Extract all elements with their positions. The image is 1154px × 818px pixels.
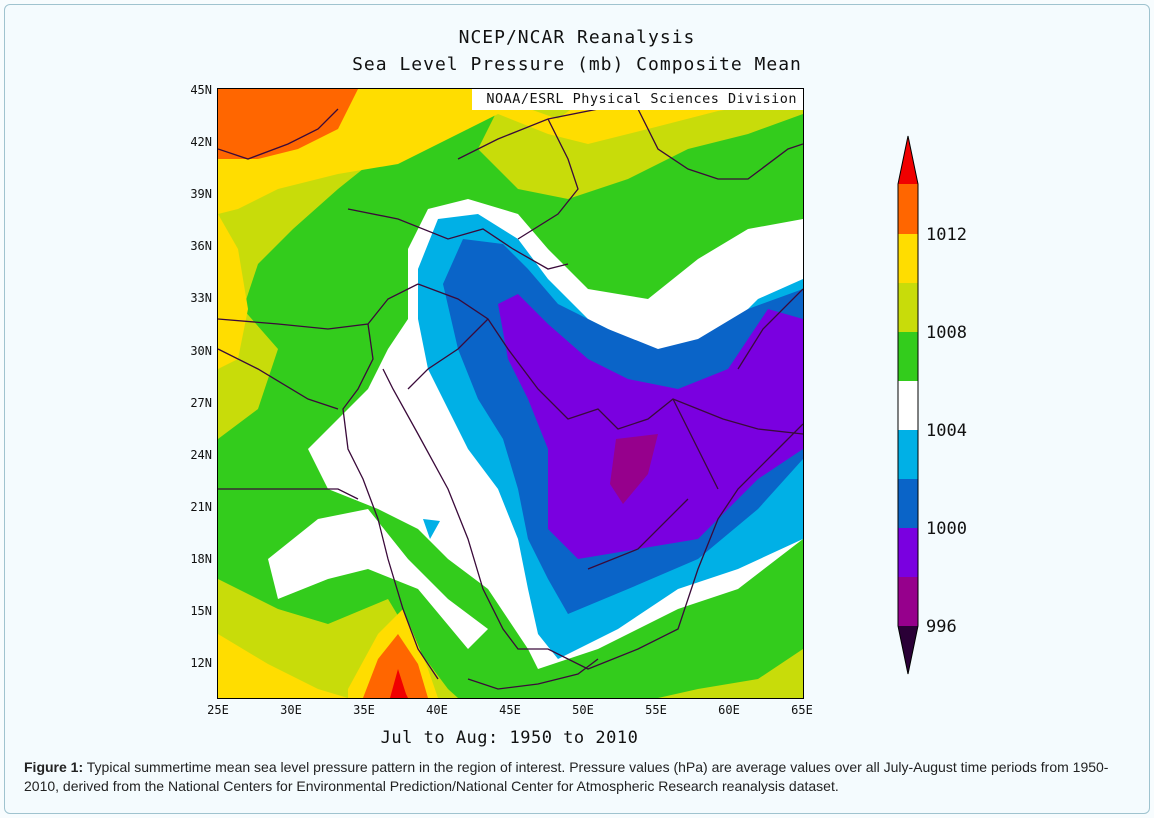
colorbar-label-1000: 1000 [926, 519, 967, 539]
colorbar [897, 135, 919, 675]
zone-1008-1010-east [658, 649, 803, 698]
colorbar-1006-1008 [898, 332, 918, 381]
lat-label-18n: 18N [190, 552, 212, 566]
colorbar-label-1012: 1012 [926, 225, 967, 245]
colorbar-1004-1006 [898, 381, 918, 430]
zone-1010-1012-south [218, 634, 348, 698]
lat-label-33n: 33N [190, 291, 212, 305]
zone-1010-1012-west [218, 214, 248, 369]
caption-text: Typical summertime mean sea level pressu… [24, 759, 1109, 794]
lon-label-50e: 50E [572, 703, 594, 717]
zone-1012-1014-north [218, 89, 358, 159]
map-credit: NOAA/ESRL Physical Sciences Division [472, 89, 803, 110]
colorbar-1012-1014 [898, 184, 918, 234]
zone-1010-1012-north [218, 89, 803, 214]
zone-996-998 [610, 434, 658, 504]
colorbar-under-triangle [898, 626, 918, 674]
zone-1012-1014-south [363, 634, 428, 698]
lat-label-42n: 42N [190, 135, 212, 149]
colorbar-label-1008: 1008 [926, 323, 967, 343]
colorbar-998-1000 [898, 528, 918, 577]
chart-title: NCEP/NCAR Reanalysis [458, 27, 696, 48]
lon-label-40e: 40E [426, 703, 448, 717]
lon-label-65e: 65E [791, 703, 813, 717]
lon-label-55e: 55E [645, 703, 667, 717]
lon-label-25e: 25E [207, 703, 229, 717]
zone-998-1000 [498, 294, 803, 559]
lat-label-12n: 12N [190, 656, 212, 670]
lat-label-30n: 30N [190, 344, 212, 358]
zone-over-1014 [390, 669, 408, 698]
lon-label-60e: 60E [718, 703, 740, 717]
colorbar-1002-1004 [898, 430, 918, 479]
period-label: Jul to Aug: 1950 to 2010 [380, 728, 639, 748]
colorbar-label-1004: 1004 [926, 421, 967, 441]
lon-label-45e: 45E [499, 703, 521, 717]
colorbar-1000-1002 [898, 479, 918, 528]
pressure-map: NOAA/ESRL Physical Sciences Division [217, 88, 804, 699]
chart-subtitle: Sea Level Pressure (mb) Composite Mean [352, 54, 802, 75]
lat-label-24n: 24N [190, 448, 212, 462]
lon-label-35e: 35E [353, 703, 375, 717]
colorbar-1010-1012 [898, 234, 918, 283]
colorbar-label-996: 996 [926, 617, 957, 637]
lat-label-21n: 21N [190, 500, 212, 514]
lat-label-36n: 36N [190, 239, 212, 253]
figure-caption: Figure 1: Typical summertime mean sea le… [24, 758, 1136, 796]
lon-label-30e: 30E [280, 703, 302, 717]
colorbar-outline [897, 135, 919, 675]
lat-label-39n: 39N [190, 187, 212, 201]
caption-label: Figure 1: [24, 759, 84, 775]
contour-fill [218, 89, 803, 698]
lat-label-15n: 15N [190, 604, 212, 618]
colorbar-1008-1010 [898, 283, 918, 332]
colorbar-996-998 [898, 577, 918, 626]
lat-label-27n: 27N [190, 396, 212, 410]
lat-label-45n: 45N [190, 83, 212, 97]
colorbar-over-triangle [898, 136, 918, 184]
